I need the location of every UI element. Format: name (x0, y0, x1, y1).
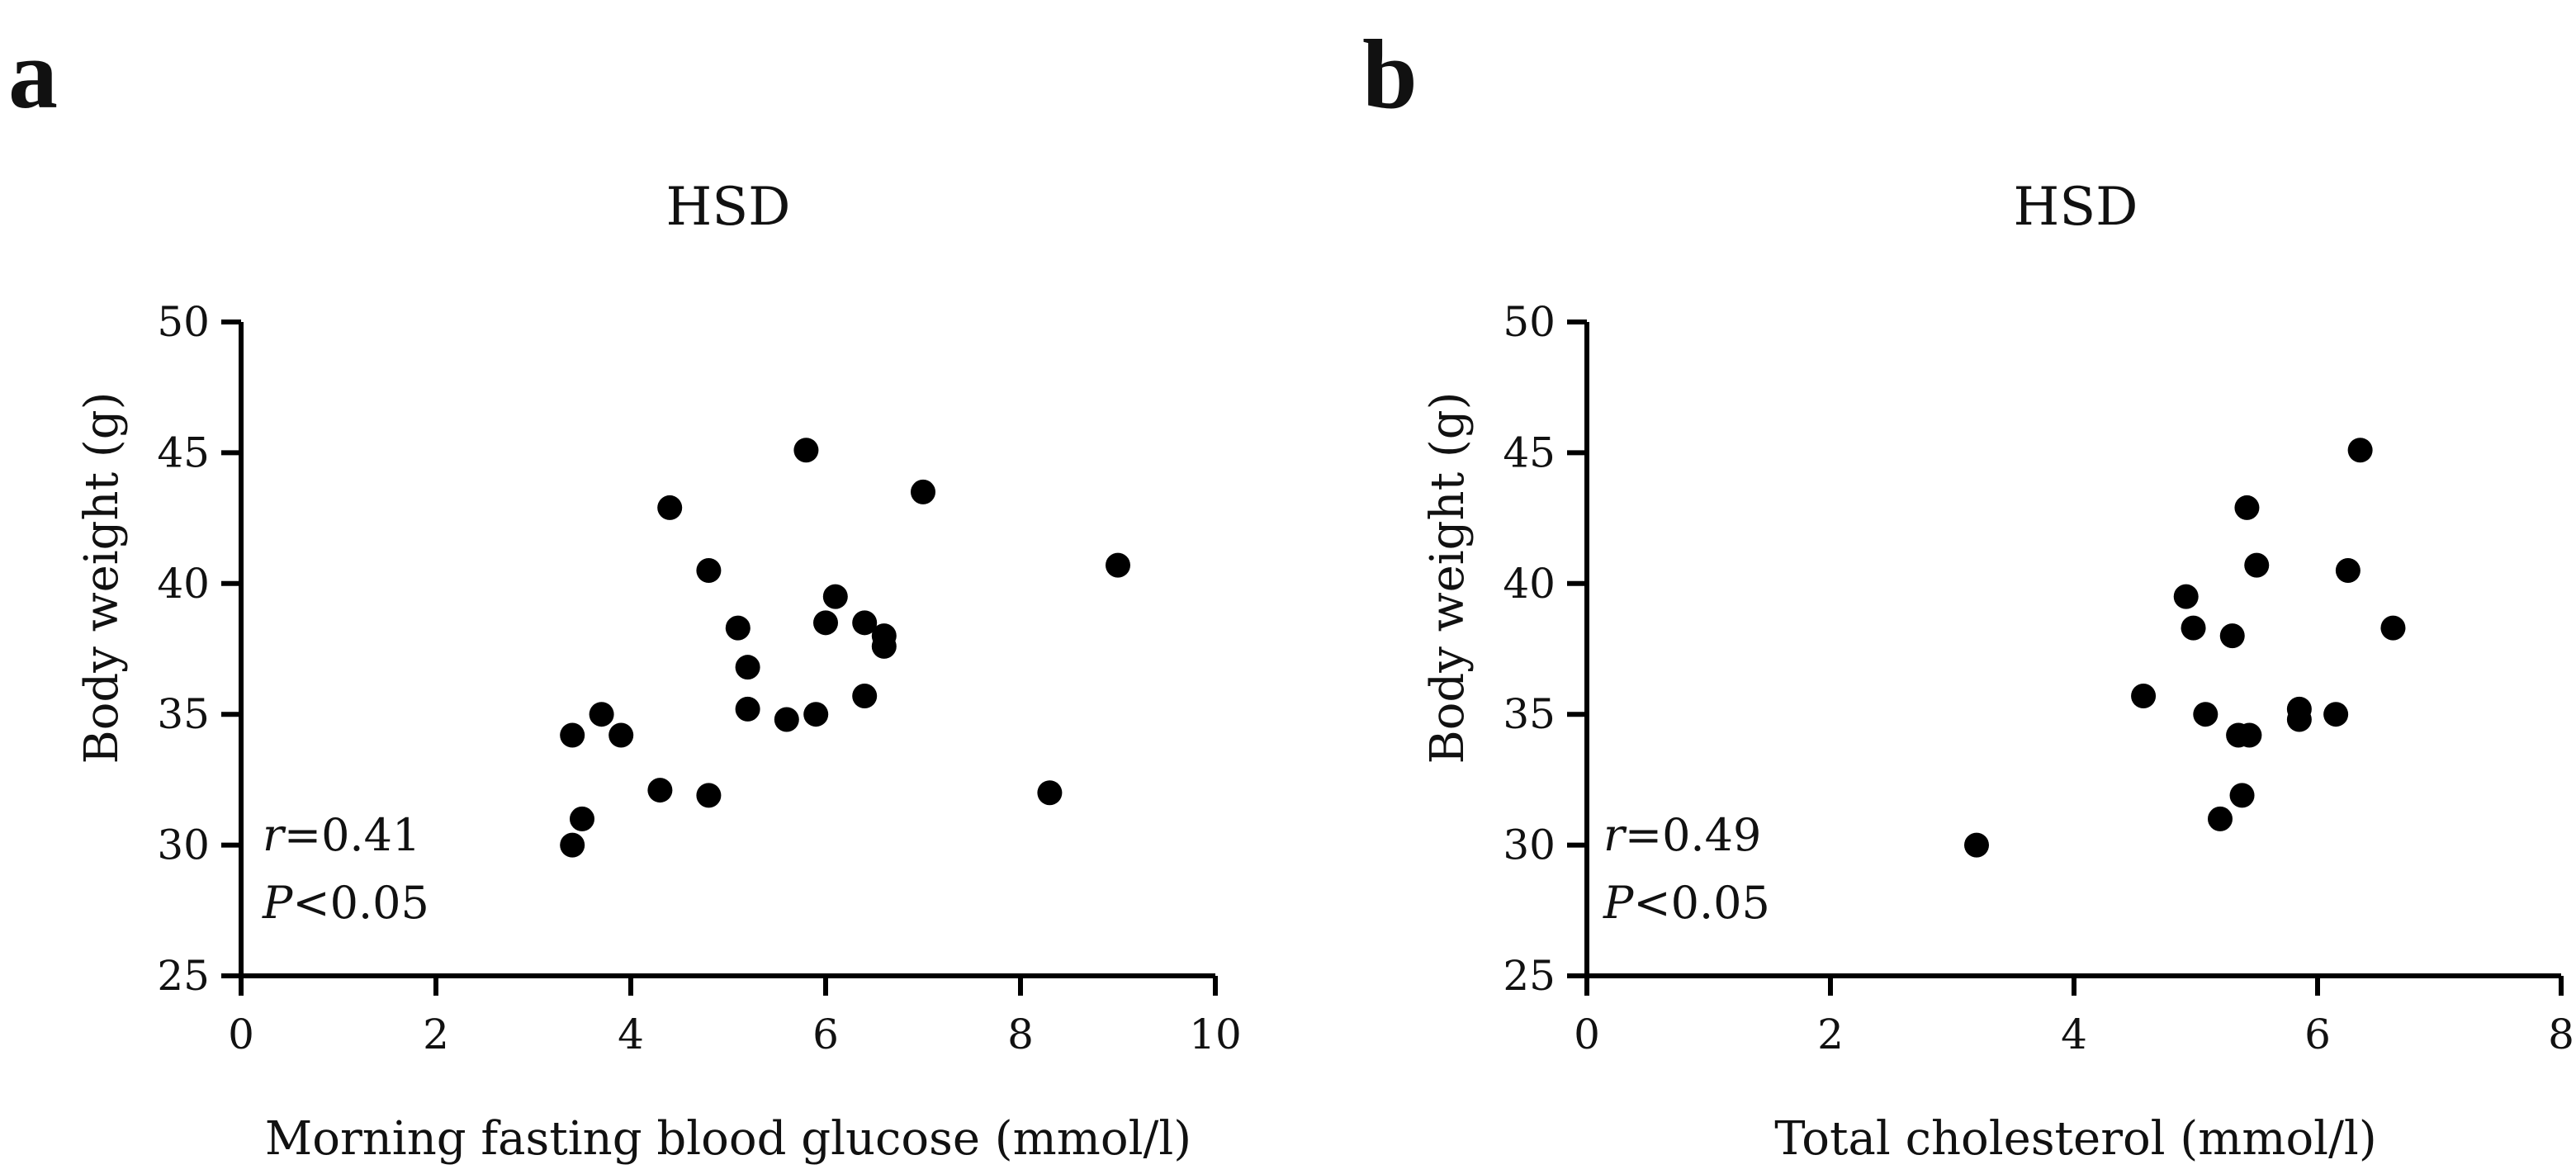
panel-a-y-axis-label: Body weight (g) (75, 392, 129, 765)
panel-a-point-11 (735, 655, 760, 680)
panel-a-y-ticks: 25 30 35 40 45 50 (157, 298, 241, 1000)
panel-a-point-24 (1106, 552, 1130, 578)
panel-a-point-22 (911, 479, 935, 504)
panel-letter-b: b (1362, 19, 1418, 129)
panel-a-x-tick-label-8: 8 (1007, 1011, 1034, 1058)
panel-b: b HSD 25 30 35 40 45 50 0 2 4 6 8 Total cholester… (1362, 19, 2574, 1166)
panel-b-y-tick-label-40: 40 (1503, 560, 1556, 608)
panel-a-y-tick-label-25: 25 (157, 952, 210, 1000)
panel-b-point-16 (2335, 557, 2361, 583)
panel-b-point-11 (2237, 722, 2262, 748)
panel-b-point-3 (2173, 584, 2199, 609)
panel-b-point-18 (2380, 615, 2406, 641)
panel-b-x-tick-label-0: 0 (1574, 1011, 1600, 1058)
panel-letter-a: a (8, 19, 58, 129)
panel-b-title: HSD (2014, 177, 2138, 238)
panel-b-point-1 (1964, 832, 1989, 858)
panel-a-title: HSD (666, 177, 791, 238)
panel-a-point-17 (822, 584, 848, 609)
panel-b-r-value: =0.49 (1625, 809, 1761, 861)
panel-b-point-6 (2208, 806, 2233, 831)
panel-b-x-tick-label-8: 8 (2548, 1011, 2574, 1058)
panel-b-point-17 (2347, 438, 2373, 463)
panel-b-point-9 (2229, 783, 2255, 808)
panel-b-p-value: <0.05 (1633, 877, 1769, 929)
panel-b-point-2 (2131, 684, 2157, 709)
panel-a-point-2 (560, 722, 585, 748)
panel-b-y-tick-label-50: 50 (1503, 298, 1556, 346)
panel-a-point-1 (560, 832, 585, 858)
panel-a-x-tick-label-6: 6 (812, 1011, 839, 1058)
panel-a-x-tick-label-2: 2 (423, 1011, 449, 1058)
panel-a-y-tick-label-35: 35 (157, 690, 210, 738)
panel-b-y-ticks: 25 30 35 40 45 50 (1503, 298, 1587, 1000)
panel-b-y-tick-label-35: 35 (1503, 690, 1556, 738)
panel-a-point-19 (852, 684, 878, 709)
panel-a-point-4 (589, 702, 614, 727)
panel-a-x-ticks: 0 2 4 6 8 10 (228, 976, 1242, 1058)
panel-a-point-10 (725, 615, 751, 641)
panel-a-point-21 (871, 633, 897, 659)
panel-b-x-tick-label-6: 6 (2304, 1011, 2331, 1058)
panel-b-point-4 (2181, 615, 2206, 641)
panel-a-point-13 (774, 707, 799, 732)
panel-a-point-3 (570, 806, 594, 831)
panel-b-p-annotation: P<0.05 (1603, 877, 1770, 929)
panel-b-x-axis-label: Total cholesterol (mmol/l) (1774, 1112, 2376, 1166)
panel-a-point-7 (657, 495, 683, 520)
panel-a-point-9 (696, 783, 722, 808)
panel-b-x-tick-label-2: 2 (1817, 1011, 1844, 1058)
panel-a-y-tick-label-50: 50 (157, 298, 210, 346)
panel-b-point-15 (2323, 702, 2349, 727)
panel-a-p-value: <0.05 (292, 877, 429, 929)
panel-a-x-tick-label-0: 0 (228, 1011, 254, 1058)
panel-a-point-5 (608, 722, 634, 748)
panel-a-x-tick-label-10: 10 (1189, 1011, 1242, 1058)
panel-b-points (1964, 438, 2406, 858)
panel-a-point-23 (1037, 780, 1063, 806)
panel-a-y-tick-label-30: 30 (157, 821, 210, 869)
panel-a-r-value: =0.41 (284, 809, 420, 861)
panel-a-point-6 (647, 778, 673, 803)
panel-a-y-tick-label-40: 40 (157, 560, 210, 608)
panel-a-x-tick-label-4: 4 (618, 1011, 644, 1058)
panel-a-r-annotation: r=0.41 (263, 809, 420, 861)
panel-b-p-symbol: P (1603, 877, 1635, 929)
panel-b-x-tick-label-4: 4 (2061, 1011, 2087, 1058)
panel-b-y-tick-label-45: 45 (1503, 428, 1556, 476)
panel-a-point-8 (696, 557, 722, 583)
panel-b-y-tick-label-25: 25 (1503, 952, 1556, 1000)
panel-b-point-7 (2219, 623, 2245, 649)
panel-b-x-ticks: 0 2 4 6 8 (1574, 976, 2574, 1058)
panel-a-point-18 (852, 610, 878, 636)
panel-a-r-symbol: r (263, 809, 286, 861)
panel-b-point-12 (2244, 552, 2270, 578)
panel-a-x-axis-label: Morning fasting blood glucose (mmol/l) (265, 1112, 1191, 1166)
panel-a-p-symbol: P (262, 877, 294, 929)
panel-a-points (560, 438, 1130, 858)
panel-a-point-14 (793, 438, 819, 463)
panel-a: a HSD 25 30 35 40 45 50 0 2 4 6 8 10 Morning fasti… (8, 19, 1242, 1166)
panel-a-y-tick-label-45: 45 (157, 428, 210, 476)
panel-a-point-16 (813, 610, 838, 636)
panel-b-y-axis-label: Body weight (g) (1421, 392, 1475, 765)
panel-a-p-annotation: P<0.05 (262, 877, 429, 929)
panel-b-point-10 (2234, 495, 2260, 520)
panel-a-point-12 (735, 696, 760, 722)
panel-b-r-symbol: r (1603, 809, 1627, 861)
panel-a-point-15 (803, 702, 829, 727)
panel-b-point-14 (2286, 707, 2312, 732)
panel-b-r-annotation: r=0.49 (1603, 809, 1761, 861)
panel-b-y-tick-label-30: 30 (1503, 821, 1556, 869)
panel-b-point-5 (2193, 702, 2218, 727)
